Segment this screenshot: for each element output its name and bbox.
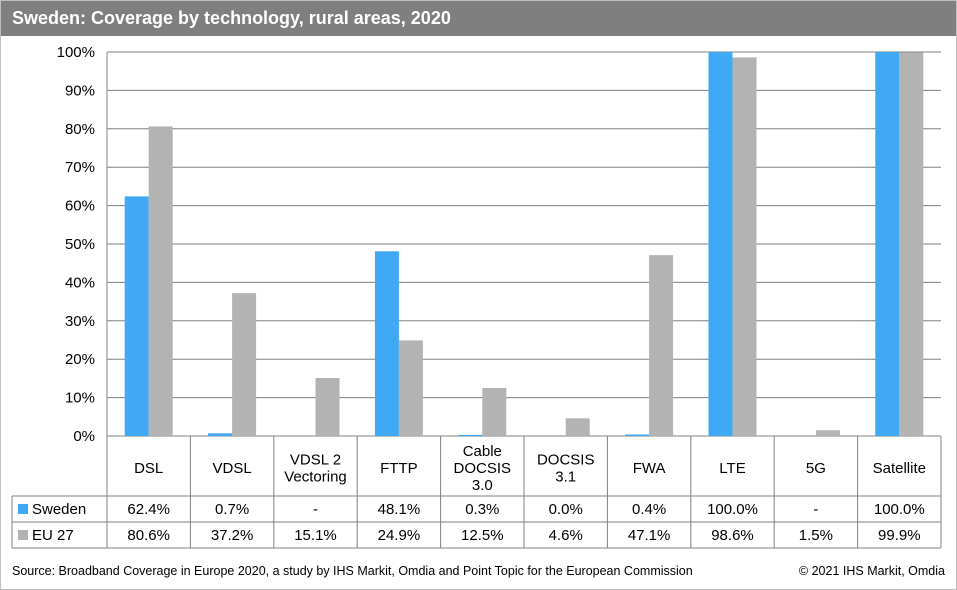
bar-eu27 <box>315 378 340 436</box>
bar-sweden <box>708 52 733 436</box>
data-label: 24.9% <box>378 527 421 544</box>
data-label: 62.4% <box>127 501 170 518</box>
data-label: 15.1% <box>294 527 337 544</box>
category-label: LTE <box>719 460 745 477</box>
y-tick-label: 80% <box>65 121 95 138</box>
legend-key-sweden <box>18 504 28 514</box>
bar-sweden <box>458 434 483 436</box>
y-tick-label: 30% <box>65 313 95 330</box>
data-label: 0.7% <box>215 501 249 518</box>
data-label: - <box>813 501 818 518</box>
data-label: 99.9% <box>878 527 921 544</box>
chart-svg: 0% 10% 20% 30% 40% 50% 60% 70% 80% 90% 100% DSL VDSL… <box>11 44 942 549</box>
category-label: Vectoring <box>284 469 347 486</box>
bar-eu27 <box>649 255 674 436</box>
category-label: 3.1 <box>555 469 576 486</box>
legend-key-eu27 <box>18 530 28 540</box>
chart-title: Sweden: Coverage by technology, rural ar… <box>0 0 957 36</box>
data-label: 1.5% <box>799 527 833 544</box>
y-tick-label: 50% <box>65 236 95 253</box>
bar-sweden <box>124 196 149 436</box>
y-tick-label: 40% <box>65 274 95 291</box>
bar-eu27 <box>899 52 924 436</box>
data-label: 100.0% <box>707 501 758 518</box>
data-label: - <box>313 501 318 518</box>
bar-eu27 <box>482 388 507 436</box>
y-tick-label: 60% <box>65 198 95 215</box>
category-label: Satellite <box>873 460 926 477</box>
category-label: FWA <box>633 460 666 477</box>
category-label: DSL <box>134 460 163 477</box>
y-tick-label: 20% <box>65 351 95 368</box>
footer: Source: Broadband Coverage in Europe 202… <box>0 560 957 590</box>
data-label: 0.0% <box>549 501 583 518</box>
data-label: 12.5% <box>461 527 504 544</box>
y-tick-label: 10% <box>65 390 95 407</box>
category-label: VDSL 2 <box>290 452 341 469</box>
legend-label: EU 27 <box>32 527 74 544</box>
category-label: DOCSIS <box>454 460 512 477</box>
source-note: Source: Broadband Coverage in Europe 202… <box>12 564 693 578</box>
category-label: 3.0 <box>472 477 493 494</box>
data-label: 100.0% <box>874 501 925 518</box>
bar-sweden <box>875 52 900 436</box>
bar-eu27 <box>815 430 840 436</box>
bar-eu27 <box>232 293 257 436</box>
copyright-note: © 2021 IHS Markit, Omdia <box>798 564 945 578</box>
bar-sweden <box>208 433 233 436</box>
bar-sweden <box>625 434 650 436</box>
data-label: 80.6% <box>127 527 170 544</box>
data-label: 47.1% <box>628 527 671 544</box>
data-label: 37.2% <box>211 527 254 544</box>
bar-eu27 <box>398 340 423 436</box>
category-label: 5G <box>806 460 826 477</box>
y-tick-label: 100% <box>57 44 95 61</box>
bar-eu27 <box>732 57 757 436</box>
bar-sweden <box>374 251 399 436</box>
category-label: FTTP <box>380 460 418 477</box>
category-label: DOCSIS <box>537 452 595 469</box>
data-label: 0.3% <box>465 501 499 518</box>
y-tick-label: 70% <box>65 159 95 176</box>
y-tick-label: 0% <box>73 428 95 445</box>
data-label: 48.1% <box>378 501 421 518</box>
legend-label: Sweden <box>32 501 86 518</box>
data-label: 0.4% <box>632 501 666 518</box>
bar-eu27 <box>148 126 173 436</box>
data-label: 4.6% <box>549 527 583 544</box>
category-label: Cable <box>463 443 502 460</box>
bar-eu27 <box>565 418 590 436</box>
category-label: VDSL <box>213 460 252 477</box>
y-tick-label: 90% <box>65 82 95 99</box>
data-label: 98.6% <box>711 527 754 544</box>
